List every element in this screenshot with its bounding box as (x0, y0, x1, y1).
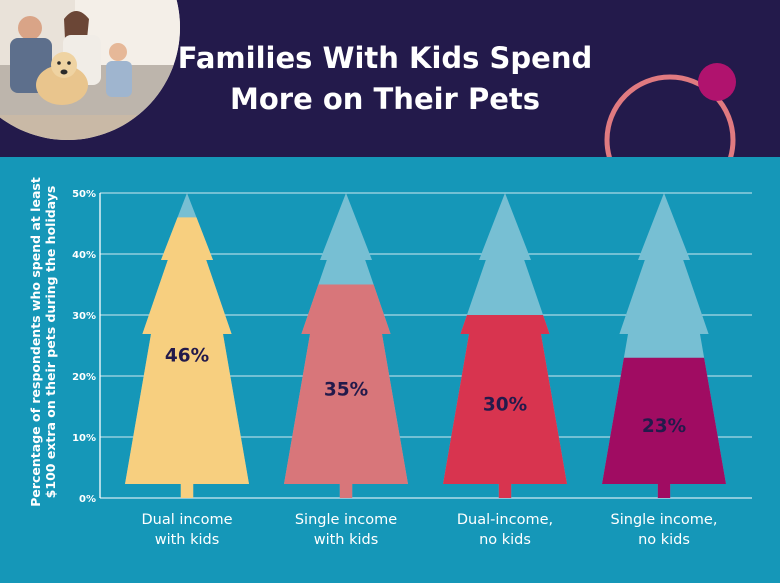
family-with-dog-photo (0, 0, 180, 140)
category-label: with kids (314, 532, 379, 548)
tree-bar: 35% Single income with kids (284, 193, 408, 548)
y-axis-label-line-2: $100 extra on their pets during the holi… (43, 186, 58, 499)
category-label: Dual income (142, 512, 233, 528)
title-line-2: More on Their Pets (230, 82, 540, 116)
y-tick-label: 30% (72, 311, 96, 322)
category-label: Single income (295, 512, 397, 528)
value-label: 23% (642, 416, 686, 437)
tree-value-fill (443, 315, 567, 498)
y-tick-label: 50% (72, 189, 96, 200)
y-axis-ticks: 0% 10% 20% 30% 40% 50% (72, 189, 96, 505)
tree-bar: 23% Single income, no kids (602, 193, 726, 548)
tree-value-fill (125, 217, 249, 498)
tree-value-fill (602, 357, 726, 498)
value-label: 35% (324, 379, 368, 400)
decorative-ring (604, 63, 736, 157)
tree-value-fill (284, 284, 408, 498)
title-line-1: Families With Kids Spend (177, 41, 593, 75)
dot-shape (698, 63, 736, 101)
tree-bar: 30% Dual-income, no kids (443, 193, 567, 548)
header-banner: Families With Kids Spend More on Their Pe… (0, 0, 780, 157)
category-label: Dual-income, (457, 512, 553, 528)
value-label: 46% (165, 346, 209, 367)
value-label: 30% (483, 395, 527, 416)
category-label: no kids (638, 532, 690, 548)
category-label: Single income, (611, 512, 718, 528)
tree-bars: 46% Dual income with kids 35% Single income w… (125, 193, 726, 548)
y-tick-label: 10% (72, 433, 96, 444)
y-tick-label: 0% (79, 494, 96, 505)
tree-bar: 46% Dual income with kids (125, 193, 249, 548)
page-title: Families With Kids Spend More on Their Pe… (150, 38, 620, 120)
ring-shape (604, 74, 736, 157)
y-tick-label: 20% (72, 372, 96, 383)
category-label: with kids (155, 532, 220, 548)
category-label: no kids (479, 532, 531, 548)
spending-chart: 0% 10% 20% 30% 40% 50% Percentage of responde… (28, 177, 752, 548)
y-axis-label-line-1: Percentage of respondents who spend at l… (28, 177, 43, 507)
y-tick-label: 40% (72, 250, 96, 261)
